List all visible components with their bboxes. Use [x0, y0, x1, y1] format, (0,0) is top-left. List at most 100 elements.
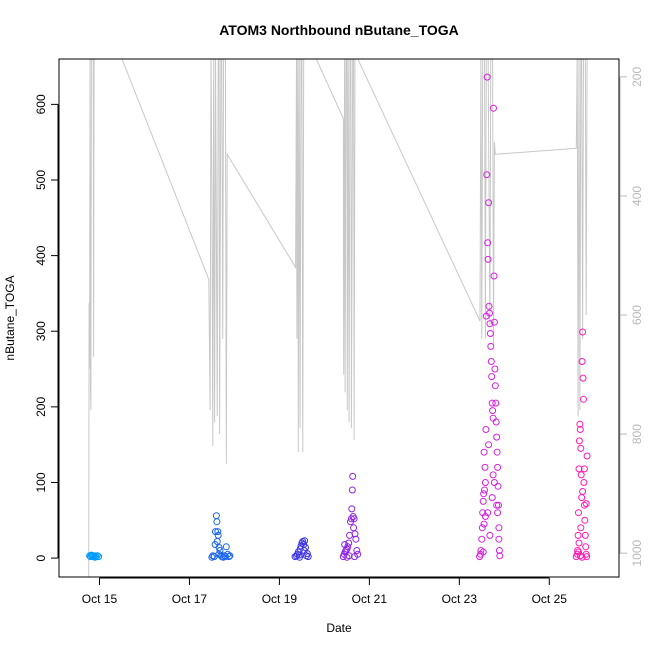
x-tick-label: Oct 25	[532, 592, 568, 606]
points-layer	[86, 73, 591, 561]
data-point	[490, 272, 498, 280]
data-point	[492, 418, 500, 426]
data-point	[488, 373, 496, 381]
data-point	[489, 414, 497, 422]
data-point	[577, 471, 585, 479]
series-4	[339, 472, 362, 561]
data-point	[575, 548, 582, 556]
data-point	[579, 488, 587, 495]
data-point	[225, 553, 233, 561]
data-point	[484, 509, 492, 517]
data-point	[493, 433, 501, 441]
y-axis: 0 100 200 300 400 500 600	[34, 94, 59, 561]
data-point	[483, 171, 491, 179]
right-axis-tick-label: 800	[630, 424, 644, 444]
data-point	[213, 518, 221, 526]
data-point	[351, 530, 359, 538]
data-point	[494, 463, 502, 471]
data-point	[579, 374, 587, 382]
data-point	[484, 239, 492, 247]
data-point	[488, 399, 496, 407]
data-point	[485, 199, 493, 207]
data-point	[484, 255, 492, 263]
data-point	[493, 501, 501, 509]
data-point	[578, 358, 586, 365]
series-1	[86, 551, 103, 561]
data-point	[576, 552, 584, 560]
data-point	[489, 471, 497, 479]
data-point	[291, 553, 299, 561]
data-point	[301, 537, 309, 545]
x-tick-label: Oct 17	[172, 592, 208, 606]
data-point	[578, 494, 586, 502]
data-point	[580, 395, 587, 403]
data-point	[481, 486, 488, 494]
data-point	[486, 320, 494, 328]
data-point	[348, 505, 356, 513]
data-point	[581, 516, 589, 524]
series-3	[291, 537, 312, 561]
y-tick-label: 300	[34, 321, 48, 341]
data-point	[580, 479, 588, 486]
data-point	[582, 543, 590, 551]
data-point	[492, 399, 500, 407]
data-point	[489, 407, 497, 415]
series-6	[572, 328, 591, 561]
data-point	[488, 494, 496, 502]
y-tick-label: 600	[34, 94, 48, 114]
data-point	[581, 531, 589, 539]
data-point	[580, 465, 588, 473]
data-point	[491, 365, 499, 373]
data-point	[487, 358, 495, 365]
data-point	[214, 531, 222, 539]
data-point	[490, 318, 498, 326]
data-point	[490, 104, 497, 112]
data-point	[493, 448, 501, 456]
data-point	[574, 547, 582, 554]
chart-title: ATOM3 Northbound nButane_TOGA	[219, 22, 459, 38]
data-point	[348, 486, 356, 494]
data-point	[478, 524, 486, 532]
y-tick-label: 0	[34, 554, 48, 561]
data-point	[221, 553, 229, 561]
y-tick-label: 100	[34, 472, 48, 492]
right-axis-tick-label: 600	[630, 305, 644, 325]
data-point	[494, 482, 502, 490]
plot-frame	[58, 58, 620, 578]
data-point	[304, 553, 312, 561]
y-tick-label: 400	[34, 245, 48, 265]
data-point	[579, 328, 587, 336]
data-point	[578, 553, 586, 561]
data-point	[490, 479, 498, 486]
data-point	[576, 420, 584, 428]
data-point	[485, 302, 493, 310]
data-point	[575, 465, 583, 473]
right-axis-tick-label: 1000	[630, 540, 644, 567]
x-axis: Oct 15 Oct 17 Oct 19 Oct 21 Oct 23 Oct 25	[82, 577, 568, 606]
data-point	[495, 524, 503, 532]
data-point	[211, 541, 219, 548]
data-point	[576, 426, 584, 433]
data-point	[485, 441, 493, 449]
x-tick-label: Oct 15	[82, 592, 118, 606]
data-point	[350, 515, 358, 523]
data-point	[343, 553, 351, 561]
data-point	[352, 535, 360, 543]
data-point	[481, 513, 489, 520]
data-point	[95, 553, 103, 561]
series-2	[208, 512, 234, 561]
data-point	[353, 547, 361, 554]
data-point	[491, 382, 499, 390]
data-point	[495, 535, 503, 543]
data-point	[582, 500, 590, 508]
data-point	[345, 539, 353, 547]
data-point	[480, 490, 488, 498]
x-tick-label: Oct 19	[262, 592, 298, 606]
data-point	[575, 509, 582, 517]
data-point	[300, 547, 308, 554]
data-point	[479, 548, 487, 556]
pressure-line	[88, 59, 588, 577]
data-point	[486, 531, 494, 539]
data-point	[495, 547, 503, 554]
